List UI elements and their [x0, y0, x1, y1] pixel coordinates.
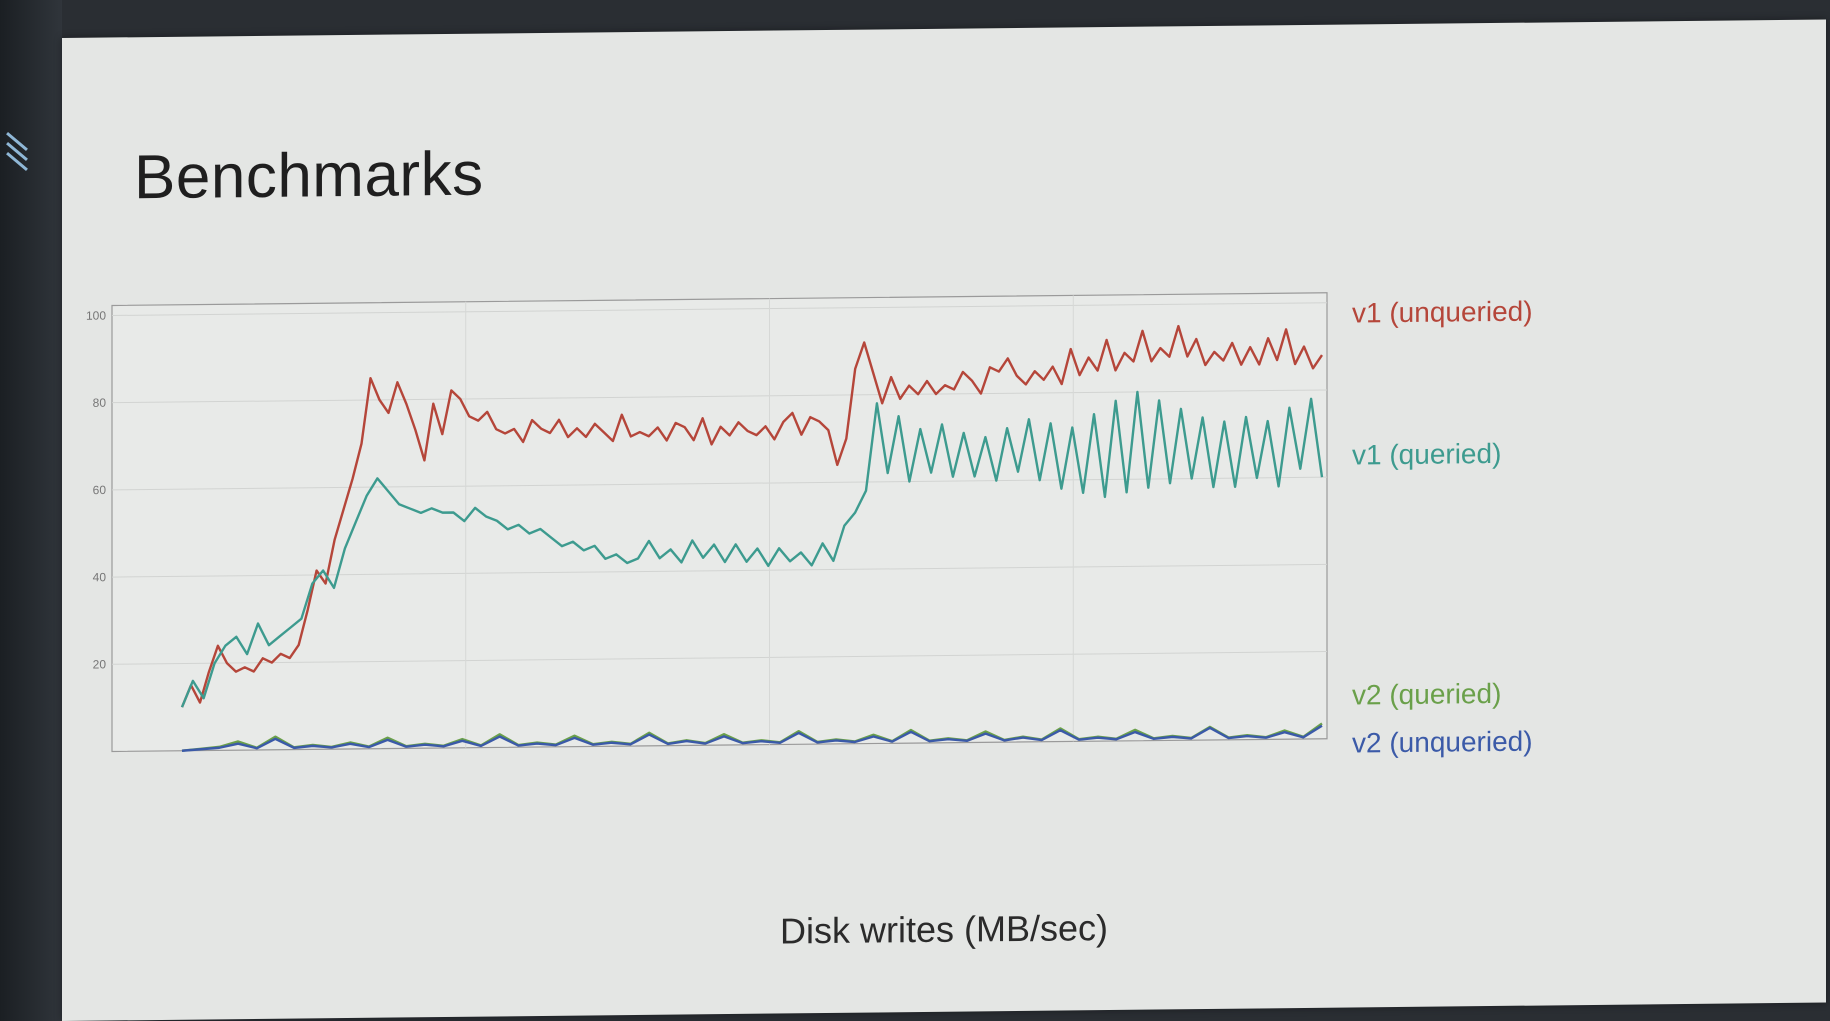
legend-entry: v2 (queried) [1352, 678, 1501, 711]
series-line-2 [180, 390, 1324, 708]
legend-entry: v2 (unqueried) [1352, 726, 1533, 759]
series-line-4 [181, 724, 1323, 752]
y-tick-label: 60 [93, 483, 107, 497]
presentation-slide: Benchmarks 100 80 60 40 20 v1 (unqueried) v1 … [62, 19, 1826, 1021]
series-line-1 [180, 324, 1323, 708]
plot-area [111, 292, 1328, 753]
screen-edge [0, 0, 62, 1021]
legend-entry: v1 (queried) [1352, 438, 1501, 471]
series-lines [180, 324, 1324, 752]
y-axis-ticks: 100 80 60 40 20 [86, 309, 106, 672]
slash-icon [6, 141, 28, 162]
y-tick-label: 40 [93, 570, 107, 584]
line-chart: 100 80 60 40 20 v1 (unqueried) v1 (queried) v2… [86, 292, 1533, 759]
slash-icon [6, 151, 28, 172]
grid-line [112, 651, 1327, 665]
y-tick-label: 80 [93, 396, 107, 410]
legend: v1 (unqueried) v1 (queried) v2 (queried) v2… [1352, 296, 1533, 759]
slash-icon [6, 131, 28, 152]
grid-line [112, 389, 1327, 404]
legend-entry: v1 (unqueried) [1352, 296, 1533, 329]
y-tick-label: 20 [93, 657, 107, 671]
grid-line [112, 302, 1327, 316]
y-tick-label: 100 [86, 309, 106, 323]
plot-border [111, 292, 1328, 753]
